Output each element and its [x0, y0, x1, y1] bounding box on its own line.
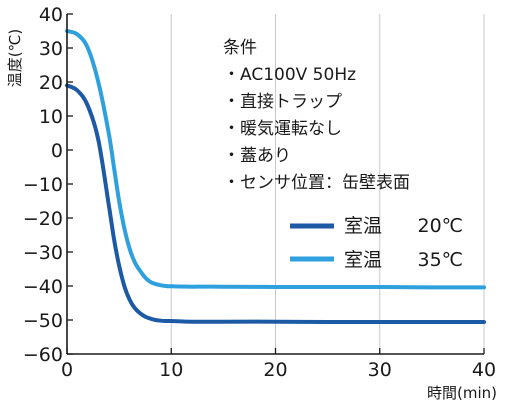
legend-value-35c: 35℃ [417, 249, 463, 271]
x-tick-label: 0 [61, 359, 73, 381]
y-tick-label: 10 [39, 106, 63, 128]
y-tick-label: 0 [51, 140, 63, 162]
y-axis-title: 温度(℃) [6, 29, 24, 88]
y-tick-label: −50 [23, 310, 63, 332]
x-tick-label: 40 [472, 359, 496, 381]
y-tick-label: −10 [23, 174, 63, 196]
x-tick-label: 30 [368, 359, 392, 381]
y-tick-label: 30 [39, 38, 63, 60]
series-line-20c [65, 83, 486, 325]
condition-line: ・直接トラップ [223, 92, 342, 112]
y-tick-label: 40 [39, 4, 63, 26]
condition-line: ・センサ位置：缶壁表面 [223, 173, 410, 193]
legend-label-20c: 室温 [344, 215, 382, 237]
conditions-note: 条件 ・AC100V 50Hz ・直接トラップ ・暖気運転なし ・蓋あり ・セン… [223, 38, 410, 193]
x-ticks: 0 10 20 30 40 [61, 348, 496, 381]
y-tick-label: −60 [23, 344, 63, 366]
legend-value-20c: 20℃ [417, 215, 463, 237]
legend: 室温 20℃ 室温 35℃ [290, 215, 463, 271]
condition-line: ・暖気運転なし [223, 119, 342, 139]
condition-line: ・蓋あり [223, 146, 291, 166]
x-tick-label: 20 [263, 359, 287, 381]
condition-line: ・AC100V 50Hz [223, 65, 356, 85]
y-tick-label: −30 [23, 242, 63, 264]
grid-lines [170, 14, 485, 354]
y-tick-label: 20 [39, 72, 63, 94]
y-tick-label: −20 [23, 208, 63, 230]
series-line-35c [65, 29, 486, 290]
series-lines [65, 29, 486, 325]
y-ticks: 40 30 20 10 0 −10 −20 −30 −40 −50 −60 [23, 4, 73, 366]
legend-label-35c: 室温 [344, 249, 382, 271]
conditions-heading: 条件 [223, 38, 257, 58]
y-tick-label: −40 [23, 276, 63, 298]
x-tick-label: 10 [159, 359, 183, 381]
x-axis-title: 時間(min) [427, 384, 497, 402]
